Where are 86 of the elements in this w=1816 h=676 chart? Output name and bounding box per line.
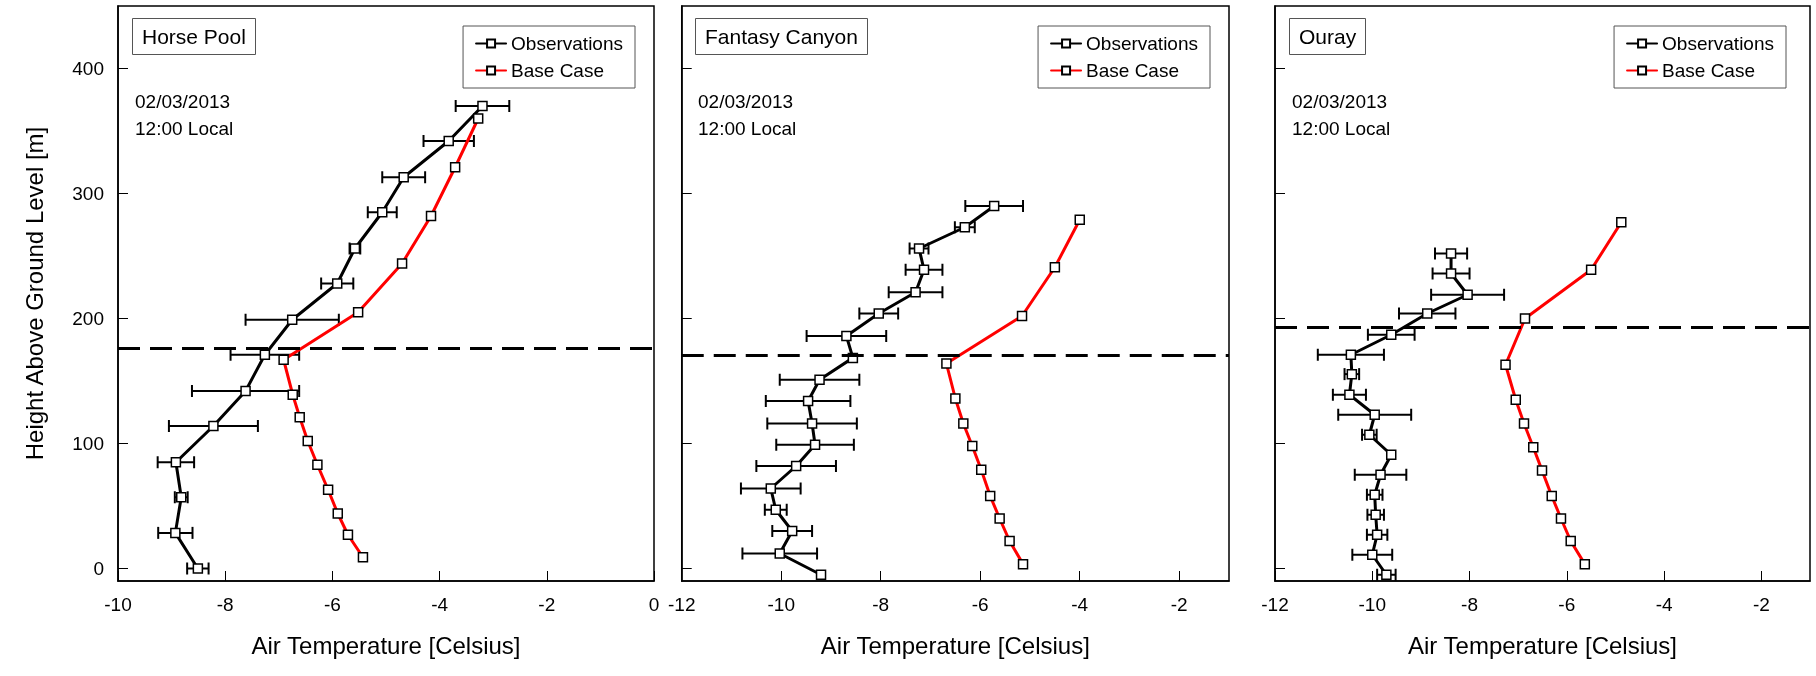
point <box>1369 489 1380 500</box>
annotation: 02/03/2013 <box>698 91 794 112</box>
point <box>815 569 827 580</box>
y-tick-label: 0 <box>93 558 104 579</box>
point <box>331 278 343 289</box>
y-tick-label: 200 <box>72 308 104 329</box>
text: Fantasy Canyon <box>705 25 858 48</box>
point <box>1385 449 1397 460</box>
point <box>286 314 298 325</box>
legend-label: Base Case <box>511 60 605 81</box>
y-axis-title: Height Above Ground Level [m] <box>20 126 48 461</box>
x-tick-label: -10 <box>767 594 795 615</box>
x-tick-label: -6 <box>1558 594 1576 615</box>
point <box>910 287 921 298</box>
x-tick-label: -2 <box>538 594 556 615</box>
legend-label: Base Case <box>1086 60 1180 81</box>
point <box>192 563 204 574</box>
point <box>774 548 785 559</box>
point <box>988 200 1000 212</box>
x-tick-label: -10 <box>104 594 132 615</box>
x-tick-label: -4 <box>1071 594 1089 615</box>
x-tick-label: -4 <box>1655 594 1673 615</box>
x-tick-label: -4 <box>431 594 449 615</box>
point <box>240 385 251 397</box>
x-tick-label: -12 <box>1261 594 1289 615</box>
legend-label: Base Case <box>1662 60 1756 81</box>
point <box>170 527 181 539</box>
point <box>1385 329 1397 340</box>
x-tick-label: -2 <box>1170 594 1188 615</box>
annotation: 12:00 Local <box>698 118 797 139</box>
point <box>913 243 925 254</box>
annotation: 02/03/2013 <box>1292 91 1388 112</box>
point <box>1370 509 1381 520</box>
x-tick-label: -6 <box>323 594 341 615</box>
x-tick-label: -10 <box>1358 594 1387 615</box>
point <box>918 264 930 275</box>
x-tick-label: -8 <box>216 594 234 615</box>
x-tick-label: -6 <box>971 594 989 615</box>
point <box>770 504 782 515</box>
x-tick-label: -12 <box>668 594 696 615</box>
point <box>1344 389 1355 400</box>
legend-label: Observations <box>1086 33 1199 54</box>
point <box>377 207 388 218</box>
x-axis-title: Air Temperature [Celsius] <box>820 631 1090 659</box>
point <box>1421 308 1433 319</box>
point <box>959 222 971 233</box>
point <box>1462 289 1473 300</box>
x-axis-title: Air Temperature [Celsius] <box>1408 631 1677 659</box>
legend-label: Observations <box>511 33 624 54</box>
y-tick-label: 400 <box>72 58 104 79</box>
x-tick-label: -8 <box>872 594 890 615</box>
annotation: 12:00 Local <box>135 118 234 139</box>
point <box>443 135 454 147</box>
point <box>1367 549 1378 560</box>
point <box>809 439 821 450</box>
point <box>806 418 818 429</box>
text: Horse Pool <box>142 25 246 48</box>
point <box>208 420 219 432</box>
annotation: 12:00 Local <box>1292 118 1391 139</box>
x-tick-label: -8 <box>1461 594 1478 615</box>
point <box>786 525 798 537</box>
point <box>1369 409 1380 420</box>
y-tick-label: 100 <box>72 433 104 454</box>
point <box>765 483 777 494</box>
point <box>802 395 814 407</box>
text: Ouray <box>1299 25 1357 48</box>
x-axis-title: Air Temperature [Celsius] <box>251 631 521 659</box>
point <box>259 349 271 360</box>
x-tick-label: 0 <box>648 594 660 615</box>
point <box>841 330 852 342</box>
x-tick-label: -2 <box>1752 594 1770 615</box>
point <box>814 374 825 385</box>
point <box>398 172 409 183</box>
y-tick-label: 300 <box>72 183 104 204</box>
point <box>1445 268 1457 279</box>
point <box>170 457 182 468</box>
point <box>1375 469 1386 480</box>
point <box>1445 248 1457 259</box>
point <box>1345 349 1357 360</box>
point <box>873 308 884 319</box>
point <box>1381 569 1392 580</box>
annotation: 02/03/2013 <box>135 91 231 112</box>
point <box>790 460 802 472</box>
legend-label: Observations <box>1662 33 1775 54</box>
point <box>1371 529 1383 540</box>
point <box>477 100 488 112</box>
